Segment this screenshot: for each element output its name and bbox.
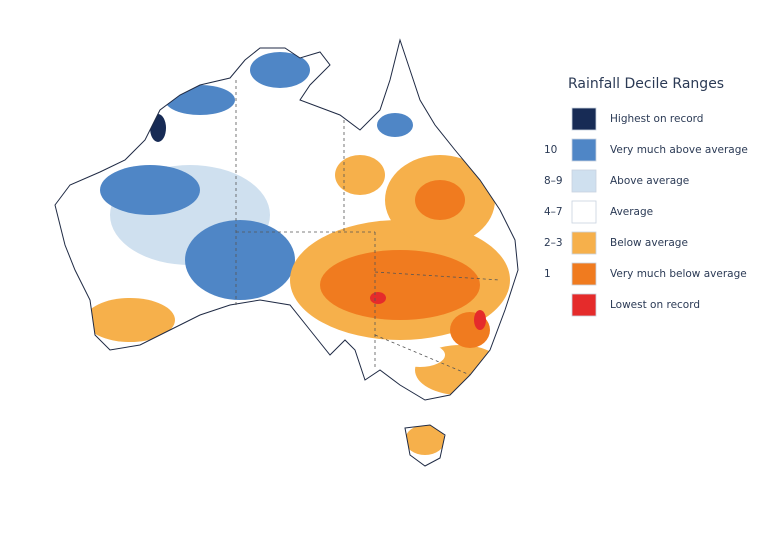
legend-label: Below average xyxy=(610,237,688,249)
legend-decile: 4–7 xyxy=(544,206,563,218)
legend-decile: 8–9 xyxy=(544,175,563,187)
legend-swatch xyxy=(571,293,597,317)
legend-label: Very much above average xyxy=(610,144,748,156)
map-region xyxy=(100,165,200,215)
legend-label: Very much below average xyxy=(610,268,747,280)
legend-decile: 2–3 xyxy=(544,237,563,249)
legend-swatch xyxy=(571,138,597,162)
state-borders xyxy=(235,80,501,376)
map-region xyxy=(85,298,175,342)
legend-label: Lowest on record xyxy=(610,299,700,311)
legend-swatch xyxy=(571,231,597,255)
legend: Rainfall Decile Ranges Highest on record… xyxy=(544,76,748,317)
legend-swatch xyxy=(571,200,597,224)
map-region xyxy=(395,343,445,367)
map-region xyxy=(474,310,486,330)
map-region xyxy=(335,155,385,195)
legend-label: Highest on record xyxy=(610,113,703,125)
map-region xyxy=(415,180,465,220)
legend-swatch xyxy=(571,169,597,193)
map-region xyxy=(165,85,235,115)
legend-title: Rainfall Decile Ranges xyxy=(568,76,724,92)
rainfall-map xyxy=(85,52,510,455)
map-region xyxy=(185,220,295,300)
coastline xyxy=(54,38,519,467)
legend-label: Above average xyxy=(610,175,689,187)
map-region xyxy=(377,113,413,137)
map-region xyxy=(405,425,445,455)
legend-label: Average xyxy=(610,206,653,218)
legend-swatch xyxy=(571,107,597,131)
map-region xyxy=(250,52,310,88)
map-region xyxy=(370,292,386,304)
map-region xyxy=(150,114,166,142)
legend-decile: 10 xyxy=(544,144,557,156)
legend-swatch xyxy=(571,262,597,286)
map-region xyxy=(320,250,480,320)
legend-decile: 1 xyxy=(544,268,551,280)
